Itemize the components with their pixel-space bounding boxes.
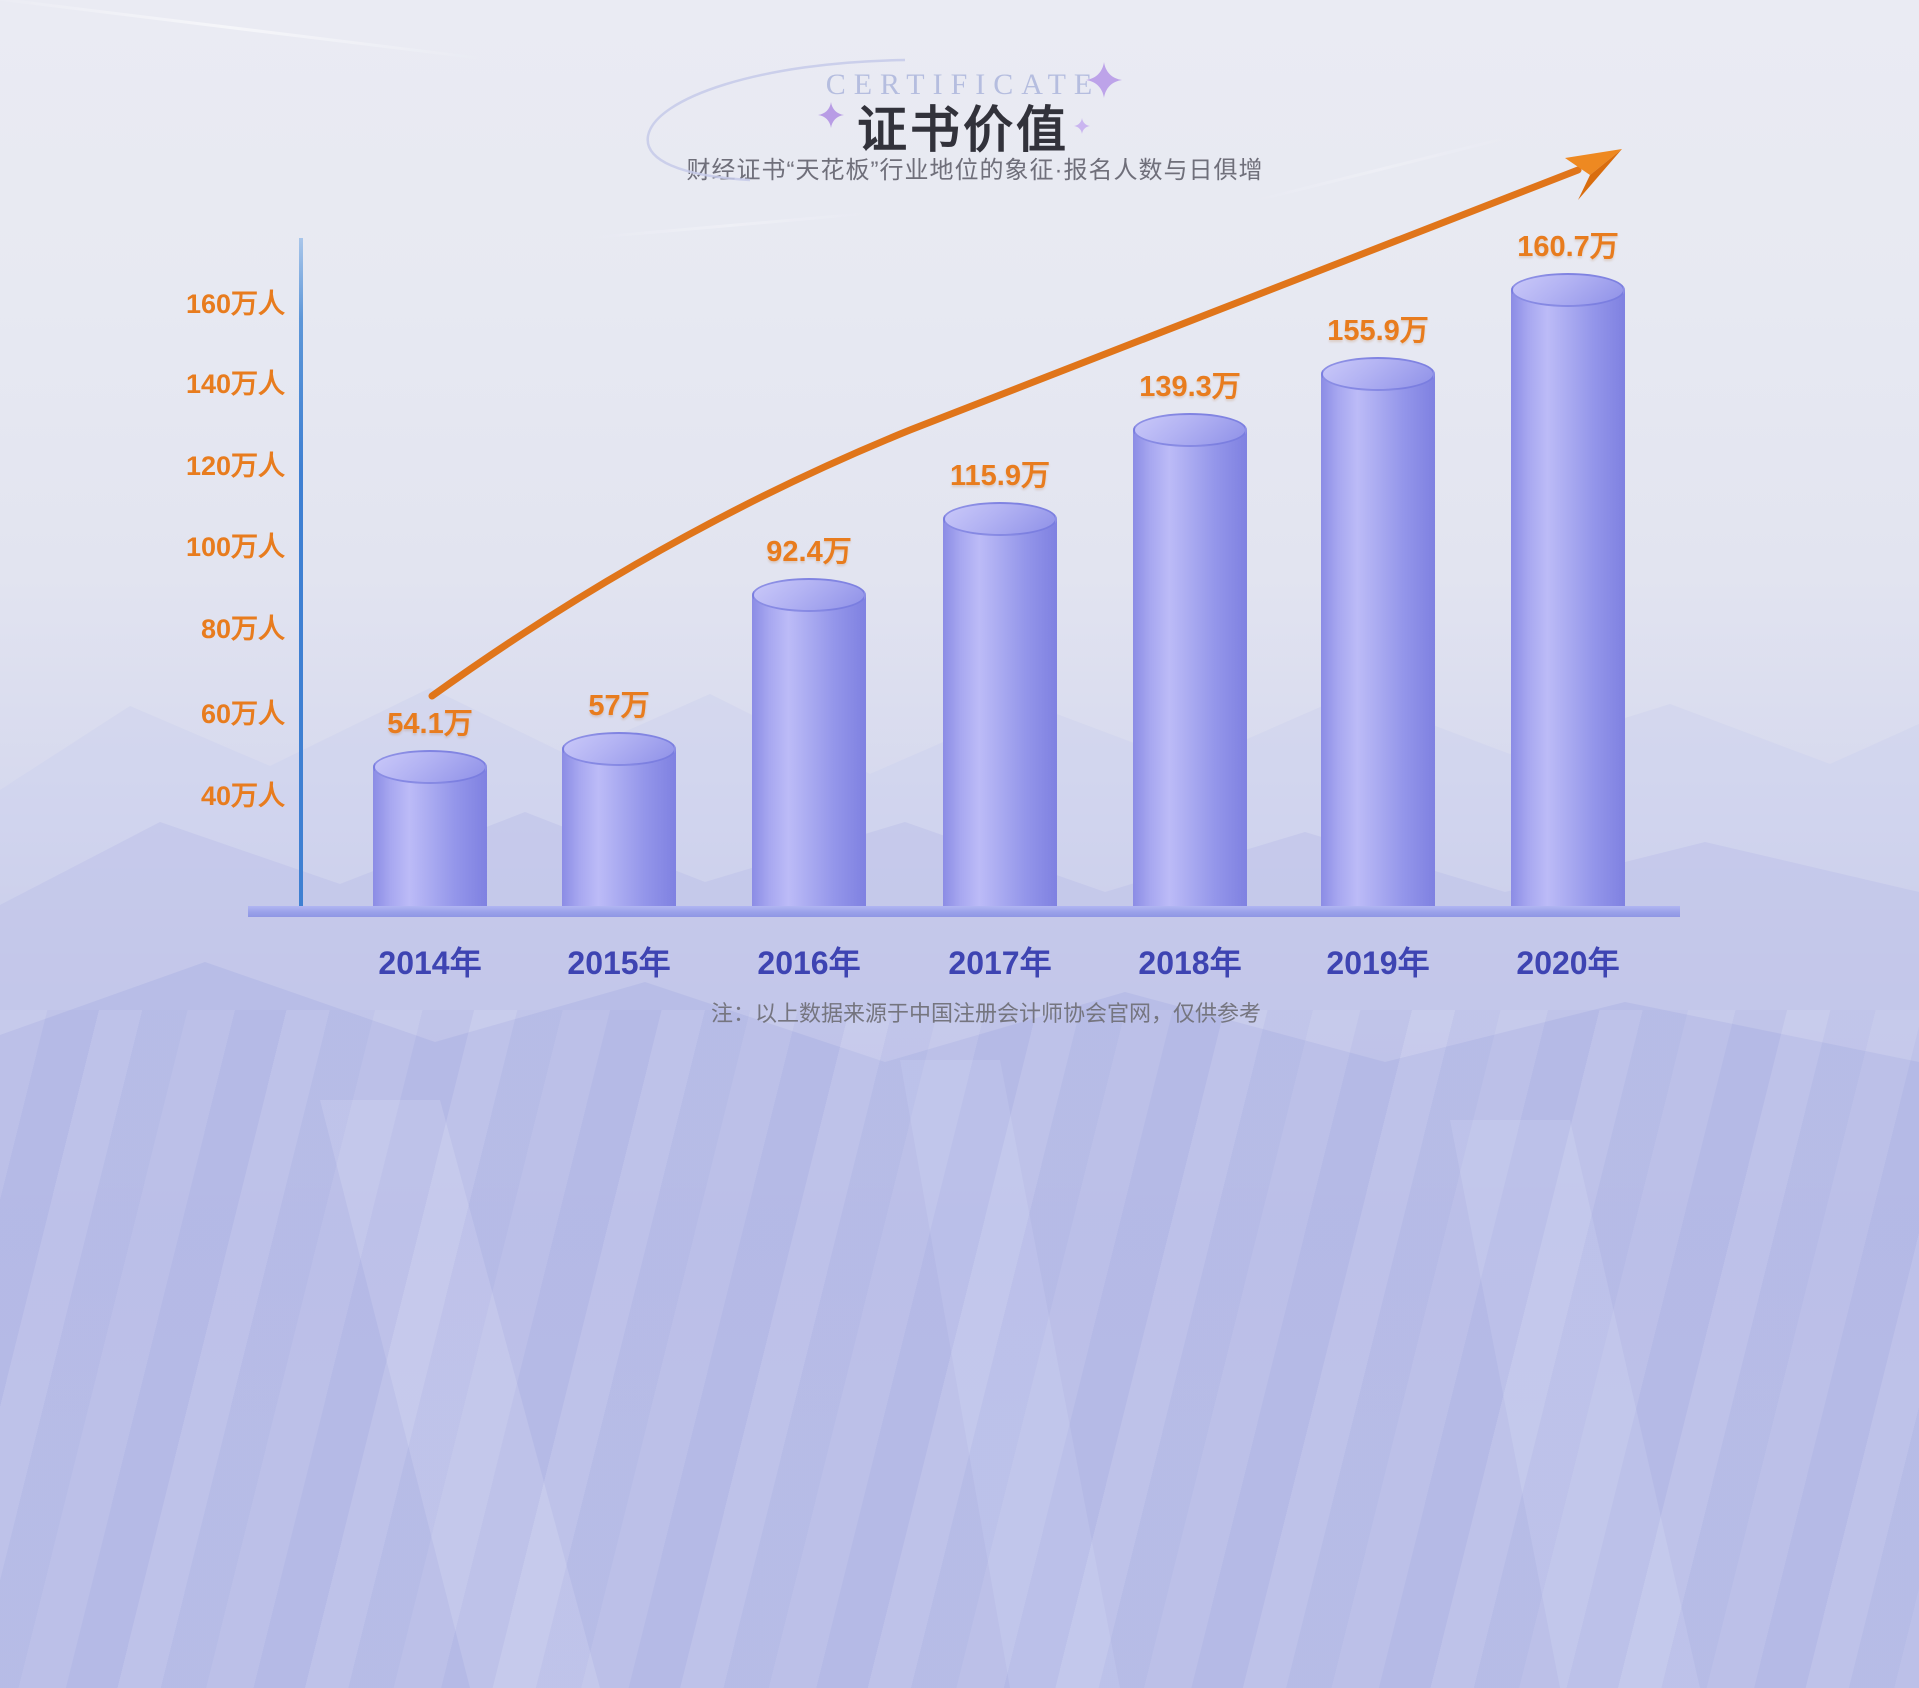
x-axis-label: 2018年 <box>1138 945 1242 981</box>
sparkle-icon <box>818 102 844 128</box>
bar-value-label: 139.3万 <box>1139 371 1241 403</box>
y-tick-label: 60万人 <box>200 699 285 729</box>
sparkle-icon <box>1074 118 1090 134</box>
y-tick-label: 160万人 <box>185 289 285 319</box>
y-tick-label: 40万人 <box>200 781 285 811</box>
x-axis-label: 2015年 <box>567 945 671 981</box>
cylinder-top <box>562 732 676 766</box>
x-axis-label: 2019年 <box>1326 945 1430 981</box>
source-note: 注：以上数据来源于中国注册会计师协会官网，仅供参考 <box>710 1001 1262 1026</box>
decorative-swoosh <box>646 58 906 182</box>
snow-texture-overlay <box>0 1010 1919 1688</box>
sparkle-icon <box>1086 62 1122 98</box>
cylinder-top <box>1133 413 1247 447</box>
bar-value-label: 160.7万 <box>1517 231 1619 263</box>
x-axis-label: 2020年 <box>1516 945 1620 981</box>
cylinder-bar-2016年: 92.4万 <box>752 536 866 914</box>
y-tick-label: 80万人 <box>200 614 285 644</box>
cylinder-top <box>1321 357 1435 391</box>
cylinder-top <box>1511 273 1625 307</box>
cylinder-top <box>752 578 866 612</box>
x-axis-label: 2016年 <box>757 945 861 981</box>
cylinder-bar-2017年: 115.9万 <box>943 460 1057 914</box>
cylinder-bar-2018年: 139.3万 <box>1133 371 1247 914</box>
ghost-title: CERTIFICATE <box>825 68 1101 101</box>
cylinder-bar-2019年: 155.9万 <box>1321 315 1435 914</box>
cylinder-bar-2014年: 54.1万 <box>373 708 487 914</box>
bar-value-label: 92.4万 <box>766 536 852 568</box>
cylinder-body <box>1133 430 1247 914</box>
x-axis-label: 2014年 <box>378 945 482 981</box>
snow-streak <box>1450 1120 1700 1688</box>
y-tick-label: 120万人 <box>185 451 285 481</box>
x-axis-line <box>248 906 1680 917</box>
cylinder-body <box>562 749 676 914</box>
cylinder-bar-2015年: 57万 <box>562 690 676 914</box>
cylinder-top <box>943 502 1057 536</box>
x-axis-label: 2017年 <box>948 945 1052 981</box>
cylinder-body <box>752 595 866 914</box>
y-tick-label: 100万人 <box>185 532 285 562</box>
y-axis-line <box>299 238 303 910</box>
bar-value-label: 57万 <box>588 690 650 722</box>
bar-value-label: 54.1万 <box>387 708 473 740</box>
cylinder-body <box>373 767 487 914</box>
bar-value-label: 115.9万 <box>950 460 1050 492</box>
y-tick-label: 140万人 <box>185 369 285 399</box>
cylinder-top <box>373 750 487 784</box>
page-title: 证书价值 <box>857 102 1069 158</box>
snow-streak <box>320 1100 600 1688</box>
bar-value-label: 155.9万 <box>1327 315 1429 347</box>
cylinder-bar-2020年: 160.7万 <box>1511 231 1625 914</box>
snow-streak <box>900 1060 1120 1688</box>
cylinder-body <box>943 519 1057 914</box>
near-ridge <box>0 962 1919 1688</box>
cylinder-body <box>1511 290 1625 914</box>
cylinder-body <box>1321 374 1435 914</box>
